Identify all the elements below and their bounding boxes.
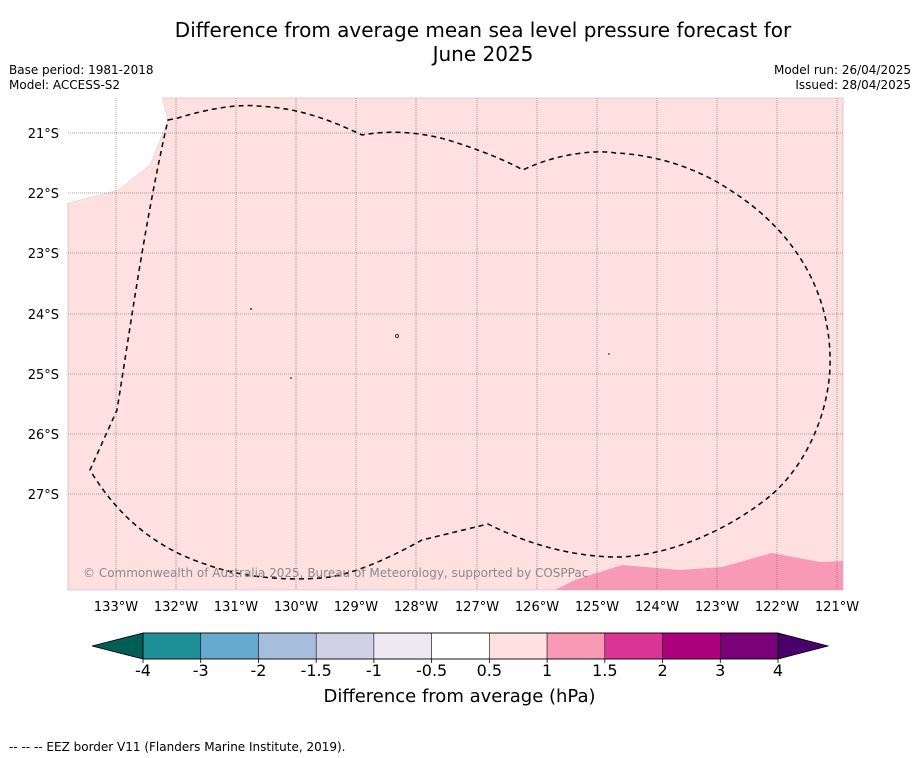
latitude-labels: 21°S 22°S 23°S 24°S 25°S 26°S 27°S [28, 127, 59, 503]
island-marker [608, 353, 610, 355]
latitude-label: 27°S [28, 488, 59, 503]
latitude-label: 22°S [28, 187, 59, 202]
longitude-label: 131°W [214, 600, 258, 615]
colorbar-tick-label: 4 [773, 661, 783, 680]
colorbar-tick-label: -1.5 [301, 661, 332, 680]
colorbar-segment [142, 632, 201, 660]
latitude-label: 25°S [28, 368, 59, 383]
longitude-label: 133°W [94, 600, 138, 615]
colorbar-tick-label: -0.5 [416, 661, 447, 680]
longitude-label: 130°W [274, 600, 318, 615]
longitude-label: 125°W [575, 600, 619, 615]
colorbar-tick-label: 0.5 [477, 661, 502, 680]
title-line-2: June 2025 [432, 42, 534, 66]
longitude-label: 124°W [635, 600, 679, 615]
latitude-label: 21°S [28, 127, 59, 142]
model-run: Model run: 26/04/2025 [773, 63, 911, 77]
footnote: -- -- -- EEZ border V11 (Flanders Marine… [9, 740, 346, 754]
meta-left: Base period: 1981-2018 Model: ACCESS-S2 [9, 63, 154, 93]
colorbar-segment [315, 632, 375, 660]
colorbar-arrow-high [777, 632, 830, 660]
latitude-label: 23°S [28, 247, 59, 262]
colorbar-segment [431, 632, 490, 660]
land-region [68, 98, 168, 203]
colorbar-tick-label: -3 [193, 661, 209, 680]
colorbar-segment [604, 632, 663, 660]
longitude-label: 128°W [394, 600, 438, 615]
colorbar-tick-label: -2 [250, 661, 266, 680]
colorbar-segment [546, 632, 606, 660]
colorbar-tick-label: -1 [366, 661, 382, 680]
island-marker [250, 308, 252, 310]
colorbar-segment [200, 632, 259, 660]
longitude-label: 132°W [154, 600, 198, 615]
longitude-label: 127°W [455, 600, 499, 615]
title-line-1: Difference from average mean sea level p… [174, 18, 792, 42]
grid-lines [68, 98, 843, 590]
colorbar-tick-label: -4 [135, 661, 151, 680]
longitude-labels: 133°W 132°W 131°W 130°W 129°W 128°W 127°W 126°W… [94, 600, 859, 615]
colorbar-tick-label: 3 [715, 661, 725, 680]
colorbar-tick-label: 1.5 [592, 661, 617, 680]
colorbar-outline [142, 632, 779, 660]
eez-border [89, 104, 831, 580]
base-period: Base period: 1981-2018 [9, 63, 154, 77]
colorbar-segment [489, 632, 548, 660]
colorbar-tick-label: 1 [542, 661, 552, 680]
colorbar-arrow-low [91, 632, 144, 660]
colorbar-segment [720, 632, 779, 660]
island-marker [395, 334, 399, 338]
island-marker [290, 377, 292, 379]
issued-date: Issued: 28/04/2025 [795, 78, 911, 92]
latitude-label: 26°S [28, 428, 59, 443]
colorbar: -4 -3 -2 -1.5 -1 -0.5 0.5 1 1.5 2 3 4 [91, 632, 830, 680]
copyright-text: © Commonwealth of Australia 2025, Bureau… [83, 566, 588, 580]
colorbar-segment [662, 632, 721, 660]
colorbar-segment [258, 632, 317, 660]
longitude-label: 121°W [815, 600, 859, 615]
longitude-label: 123°W [695, 600, 739, 615]
longitude-label: 129°W [334, 600, 378, 615]
longitude-label: 126°W [515, 600, 559, 615]
model-name: Model: ACCESS-S2 [9, 78, 121, 92]
colorbar-title: Difference from average (hPa) [323, 686, 596, 707]
colorbar-segment [373, 632, 432, 660]
meta-right: Model run: 26/04/2025 Issued: 28/04/2025 [774, 63, 911, 93]
anomaly-fill-high [555, 553, 843, 590]
anomaly-fill-main [67, 97, 844, 591]
latitude-label: 24°S [28, 308, 59, 323]
colorbar-tick-label: 2 [657, 661, 667, 680]
map-panel: © Commonwealth of Australia 2025, Bureau… [67, 97, 844, 591]
longitude-label: 122°W [755, 600, 799, 615]
map-title: Difference from average mean sea level p… [0, 18, 919, 66]
